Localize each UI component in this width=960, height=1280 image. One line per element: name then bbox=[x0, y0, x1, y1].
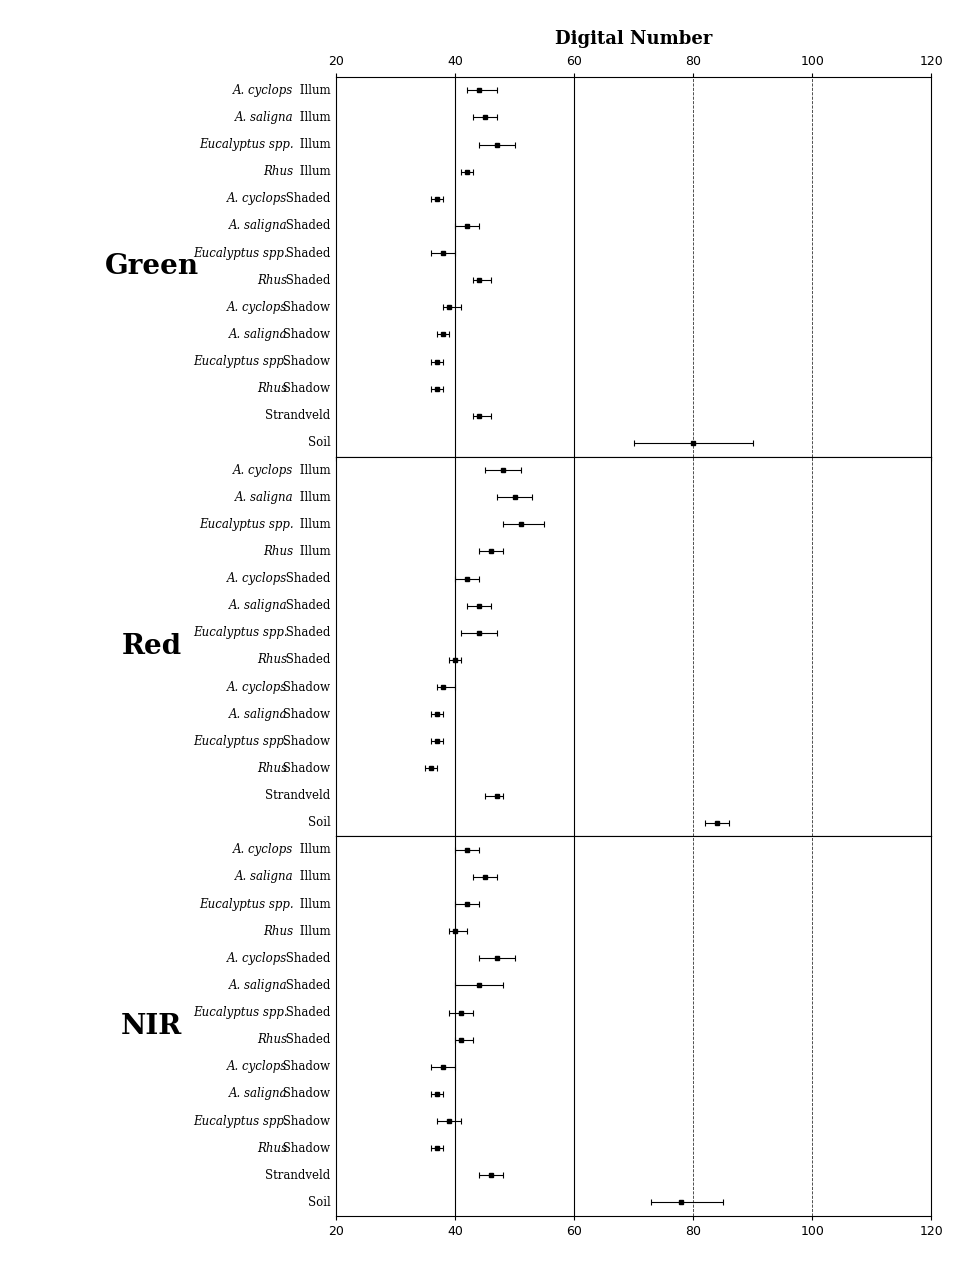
Text: Strandveld: Strandveld bbox=[265, 788, 330, 803]
Text: Illum: Illum bbox=[296, 844, 330, 856]
Text: Shadow: Shadow bbox=[279, 355, 330, 369]
Text: Shadow: Shadow bbox=[279, 383, 330, 396]
Text: Soil: Soil bbox=[308, 436, 330, 449]
Text: Shadow: Shadow bbox=[279, 1060, 330, 1074]
Text: Shaded: Shaded bbox=[282, 952, 330, 965]
Text: A. cyclops: A. cyclops bbox=[228, 1060, 287, 1074]
Text: A. cyclops: A. cyclops bbox=[228, 572, 287, 585]
Text: A. cyclops: A. cyclops bbox=[228, 952, 287, 965]
Text: Eucalyptus spp.: Eucalyptus spp. bbox=[193, 355, 287, 369]
Text: Strandveld: Strandveld bbox=[265, 410, 330, 422]
Text: Illum: Illum bbox=[296, 545, 330, 558]
Text: A. cyclops: A. cyclops bbox=[228, 192, 287, 205]
Text: Shadow: Shadow bbox=[279, 708, 330, 721]
Text: A. cyclops: A. cyclops bbox=[233, 844, 294, 856]
Text: A. saligna: A. saligna bbox=[235, 111, 294, 124]
Text: Illum: Illum bbox=[296, 870, 330, 883]
Text: Rhus: Rhus bbox=[257, 383, 287, 396]
Text: Strandveld: Strandveld bbox=[265, 1169, 330, 1181]
Text: Shaded: Shaded bbox=[282, 1033, 330, 1046]
Text: Shaded: Shaded bbox=[282, 274, 330, 287]
Text: A. cyclops: A. cyclops bbox=[228, 301, 287, 314]
Text: Soil: Soil bbox=[308, 1196, 330, 1208]
Text: A. saligna: A. saligna bbox=[228, 979, 287, 992]
Text: A. saligna: A. saligna bbox=[235, 490, 294, 504]
Text: Shaded: Shaded bbox=[282, 654, 330, 667]
Text: Shaded: Shaded bbox=[282, 572, 330, 585]
Text: Eucalyptus spp.: Eucalyptus spp. bbox=[193, 735, 287, 748]
Text: Shaded: Shaded bbox=[282, 599, 330, 612]
Text: Illum: Illum bbox=[296, 138, 330, 151]
Text: Illum: Illum bbox=[296, 897, 330, 910]
Text: Eucalyptus spp.: Eucalyptus spp. bbox=[193, 626, 287, 639]
Text: Shaded: Shaded bbox=[282, 247, 330, 260]
Text: Shaded: Shaded bbox=[282, 626, 330, 639]
Text: Shadow: Shadow bbox=[279, 762, 330, 774]
Text: A. saligna: A. saligna bbox=[228, 328, 287, 340]
Text: Illum: Illum bbox=[296, 84, 330, 97]
Text: Rhus: Rhus bbox=[263, 545, 294, 558]
Text: A. saligna: A. saligna bbox=[228, 708, 287, 721]
Text: Shadow: Shadow bbox=[279, 681, 330, 694]
Text: Soil: Soil bbox=[308, 817, 330, 829]
Text: A. saligna: A. saligna bbox=[228, 219, 287, 233]
Title: Digital Number: Digital Number bbox=[555, 29, 712, 47]
Text: Illum: Illum bbox=[296, 924, 330, 938]
Text: Eucalyptus spp.: Eucalyptus spp. bbox=[199, 897, 294, 910]
Text: Shaded: Shaded bbox=[282, 219, 330, 233]
Text: Eucalyptus spp.: Eucalyptus spp. bbox=[193, 1115, 287, 1128]
Text: Illum: Illum bbox=[296, 490, 330, 504]
Text: Illum: Illum bbox=[296, 518, 330, 531]
Text: Shadow: Shadow bbox=[279, 328, 330, 340]
Text: A. saligna: A. saligna bbox=[235, 870, 294, 883]
Text: A. cyclops: A. cyclops bbox=[233, 84, 294, 97]
Text: Shaded: Shaded bbox=[282, 192, 330, 205]
Text: Rhus: Rhus bbox=[257, 654, 287, 667]
Text: Rhus: Rhus bbox=[257, 762, 287, 774]
Text: Shaded: Shaded bbox=[282, 1006, 330, 1019]
Text: Rhus: Rhus bbox=[257, 274, 287, 287]
Text: A. saligna: A. saligna bbox=[228, 1088, 287, 1101]
Text: Shaded: Shaded bbox=[282, 979, 330, 992]
Text: Shadow: Shadow bbox=[279, 301, 330, 314]
Text: Shadow: Shadow bbox=[279, 1088, 330, 1101]
Text: Illum: Illum bbox=[296, 165, 330, 178]
Text: Rhus: Rhus bbox=[257, 1033, 287, 1046]
Text: Shadow: Shadow bbox=[279, 1115, 330, 1128]
Text: Illum: Illum bbox=[296, 463, 330, 476]
Text: Rhus: Rhus bbox=[257, 1142, 287, 1155]
Text: Eucalyptus spp.: Eucalyptus spp. bbox=[199, 138, 294, 151]
Text: A. saligna: A. saligna bbox=[228, 599, 287, 612]
Text: NIR: NIR bbox=[121, 1012, 182, 1039]
Text: Rhus: Rhus bbox=[263, 165, 294, 178]
Text: Rhus: Rhus bbox=[263, 924, 294, 938]
Text: Shadow: Shadow bbox=[279, 1142, 330, 1155]
Text: Red: Red bbox=[121, 632, 181, 660]
Text: Eucalyptus spp.: Eucalyptus spp. bbox=[199, 518, 294, 531]
Text: Shadow: Shadow bbox=[279, 735, 330, 748]
Text: A. cyclops: A. cyclops bbox=[233, 463, 294, 476]
Text: A. cyclops: A. cyclops bbox=[228, 681, 287, 694]
Text: Green: Green bbox=[105, 253, 199, 280]
Text: Illum: Illum bbox=[296, 111, 330, 124]
Text: Eucalyptus spp.: Eucalyptus spp. bbox=[193, 247, 287, 260]
Text: Eucalyptus spp.: Eucalyptus spp. bbox=[193, 1006, 287, 1019]
